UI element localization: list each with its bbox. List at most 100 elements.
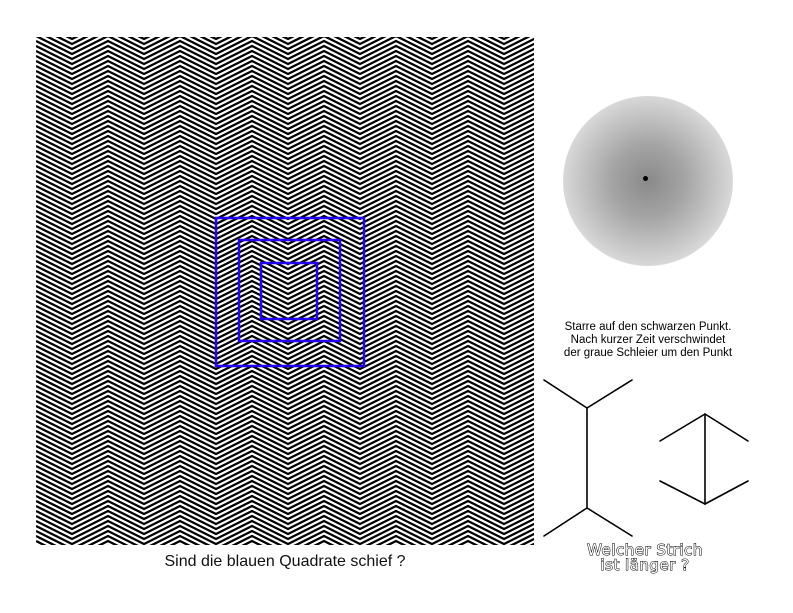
zigzag-line [36, 384, 534, 406]
fin-bottom-right [586, 507, 633, 537]
zigzag-line [36, 404, 534, 426]
zigzag-line [36, 374, 534, 396]
zigzag-line [45, 37, 531, 51]
zigzag-line [36, 289, 534, 311]
zigzag-pattern-panel [36, 37, 534, 545]
zigzag-line [36, 459, 534, 481]
zigzag-line [36, 474, 534, 496]
zigzag-line [36, 434, 534, 456]
zigzag-line [36, 349, 534, 371]
zigzag-line [36, 304, 534, 326]
zigzag-line [36, 184, 534, 206]
zigzag-line [36, 429, 534, 451]
zigzag-line [36, 519, 534, 541]
zigzag-line [36, 129, 534, 151]
zigzag-line [36, 294, 534, 316]
zigzag-line [36, 94, 534, 116]
zigzag-line [36, 164, 534, 186]
zigzag-line [36, 464, 534, 486]
zigzag-line [36, 339, 534, 361]
zigzag-line [36, 454, 534, 476]
zigzag-line [36, 239, 534, 261]
zigzag-line [36, 419, 534, 441]
zigzag-line [36, 524, 534, 545]
zigzag-line [36, 64, 534, 86]
line-question-caption: Welcher Strich ist länger ? [540, 541, 750, 574]
zigzag-line [36, 409, 534, 431]
zigzag-line [36, 159, 534, 181]
zigzag-line [36, 114, 534, 136]
fixation-dot [643, 176, 648, 181]
square-question-caption: Sind die blauen Quadrate schief ? [164, 553, 406, 570]
fin-bottom-left [543, 507, 588, 537]
zigzag-line [36, 144, 534, 166]
zigzag-line [36, 389, 534, 411]
zigzag-line [36, 124, 534, 146]
line-question-line-2: ist länger ? [600, 556, 690, 574]
zigzag-line [36, 444, 534, 466]
zigzag-pattern [36, 37, 534, 545]
zigzag-line [36, 369, 534, 391]
arrow-top-left [659, 413, 706, 442]
zigzag-line [36, 219, 534, 241]
zigzag-line [36, 489, 534, 511]
zigzag-line [36, 189, 534, 211]
zigzag-line [36, 69, 534, 91]
fin-top-left [543, 379, 588, 409]
zigzag-line [36, 109, 534, 131]
zigzag-line [36, 244, 534, 266]
zigzag-line [36, 494, 534, 516]
zigzag-line [36, 324, 534, 346]
zigzag-line [36, 234, 534, 256]
zigzag-line [36, 439, 534, 461]
zigzag-line [36, 139, 534, 161]
zigzag-line [36, 49, 534, 71]
zigzag-line [36, 44, 534, 66]
zigzag-line [36, 194, 534, 216]
zigzag-line [36, 169, 534, 191]
zigzag-line [36, 449, 534, 471]
zigzag-line [36, 179, 534, 201]
zigzag-line [36, 394, 534, 416]
blue-square-middle [237, 238, 342, 343]
zigzag-line [36, 37, 534, 56]
zigzag-line [36, 174, 534, 196]
blue-square-outer [214, 216, 366, 368]
haze-instructions: Starre auf den schwarzen Punkt. Nach kur… [530, 321, 766, 360]
zigzag-line [36, 359, 534, 381]
zigzag-line [36, 279, 534, 301]
arrow-bottom-left [659, 480, 706, 505]
zigzag-line [36, 379, 534, 401]
zigzag-line [36, 299, 534, 321]
zigzag-line [36, 414, 534, 436]
zigzag-line [36, 529, 534, 545]
zigzag-line [36, 214, 534, 236]
zigzag-line [36, 424, 534, 446]
zigzag-line [36, 54, 534, 76]
zigzag-line [36, 514, 534, 536]
zigzag-line [36, 269, 534, 291]
zigzag-line [36, 274, 534, 296]
zigzag-line [36, 204, 534, 226]
zigzag-line [36, 59, 534, 81]
zigzag-line [36, 399, 534, 421]
zigzag-line [36, 99, 534, 121]
zigzag-line [36, 469, 534, 491]
muller-lyer-figure [543, 379, 749, 537]
zigzag-line [36, 119, 534, 141]
zigzag-line [36, 89, 534, 111]
zigzag-line [36, 314, 534, 336]
zigzag-line [36, 199, 534, 221]
zigzag-line [36, 344, 534, 366]
zigzag-line [36, 74, 534, 96]
zigzag-line [36, 209, 534, 231]
line-question-line-1: Welcher Strich [587, 541, 703, 559]
zigzag-line [36, 504, 534, 526]
arrow-bottom-right [704, 480, 749, 505]
instruction-line-2: Nach kurzer Zeit verschwindet [570, 334, 726, 346]
instruction-line-1: Starre auf den schwarzen Punkt. [564, 321, 732, 333]
arrow-top-right [704, 413, 749, 442]
zigzag-line [36, 79, 534, 101]
blue-square-inner [259, 261, 319, 321]
zigzag-line [36, 334, 534, 356]
